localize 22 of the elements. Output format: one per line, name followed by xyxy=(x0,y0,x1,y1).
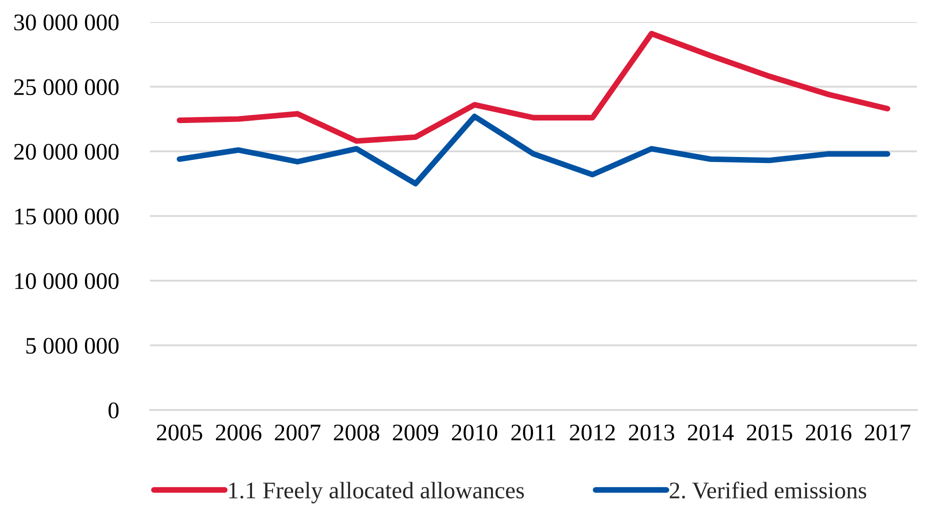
x-tick-label: 2015 xyxy=(746,424,792,441)
x-tick-label: 2010 xyxy=(452,424,498,441)
legend-label: 1.1 Freely allocated allowances xyxy=(229,482,524,504)
x-tick-label: 2017 xyxy=(864,424,910,441)
x-tick-label: 2013 xyxy=(628,424,674,441)
y-tick-label: 25 000 000 xyxy=(14,79,119,96)
x-tick-label: 2005 xyxy=(156,424,202,441)
x-tick-label: 2009 xyxy=(392,424,438,441)
y-tick-label: 5 000 000 xyxy=(26,338,119,354)
y-tick-label: 10 000 000 xyxy=(15,273,119,290)
x-tick-label: 2011 xyxy=(511,424,556,441)
legend-label: 2. Verified emissions xyxy=(670,482,866,499)
x-tick-label: 2012 xyxy=(570,424,615,441)
y-tick-label: 30 000 000 xyxy=(14,14,119,30)
x-tick-label: 2016 xyxy=(806,424,852,441)
x-tick-label: 2007 xyxy=(274,424,320,441)
y-tick-label: 20 000 000 xyxy=(14,144,119,160)
x-tick-label: 2006 xyxy=(216,424,262,441)
x-tick-label: 2014 xyxy=(688,424,734,441)
y-tick-label: 15 000 000 xyxy=(15,208,119,224)
y-tick-label: 0 xyxy=(108,402,119,418)
x-tick-label: 2008 xyxy=(334,424,380,441)
